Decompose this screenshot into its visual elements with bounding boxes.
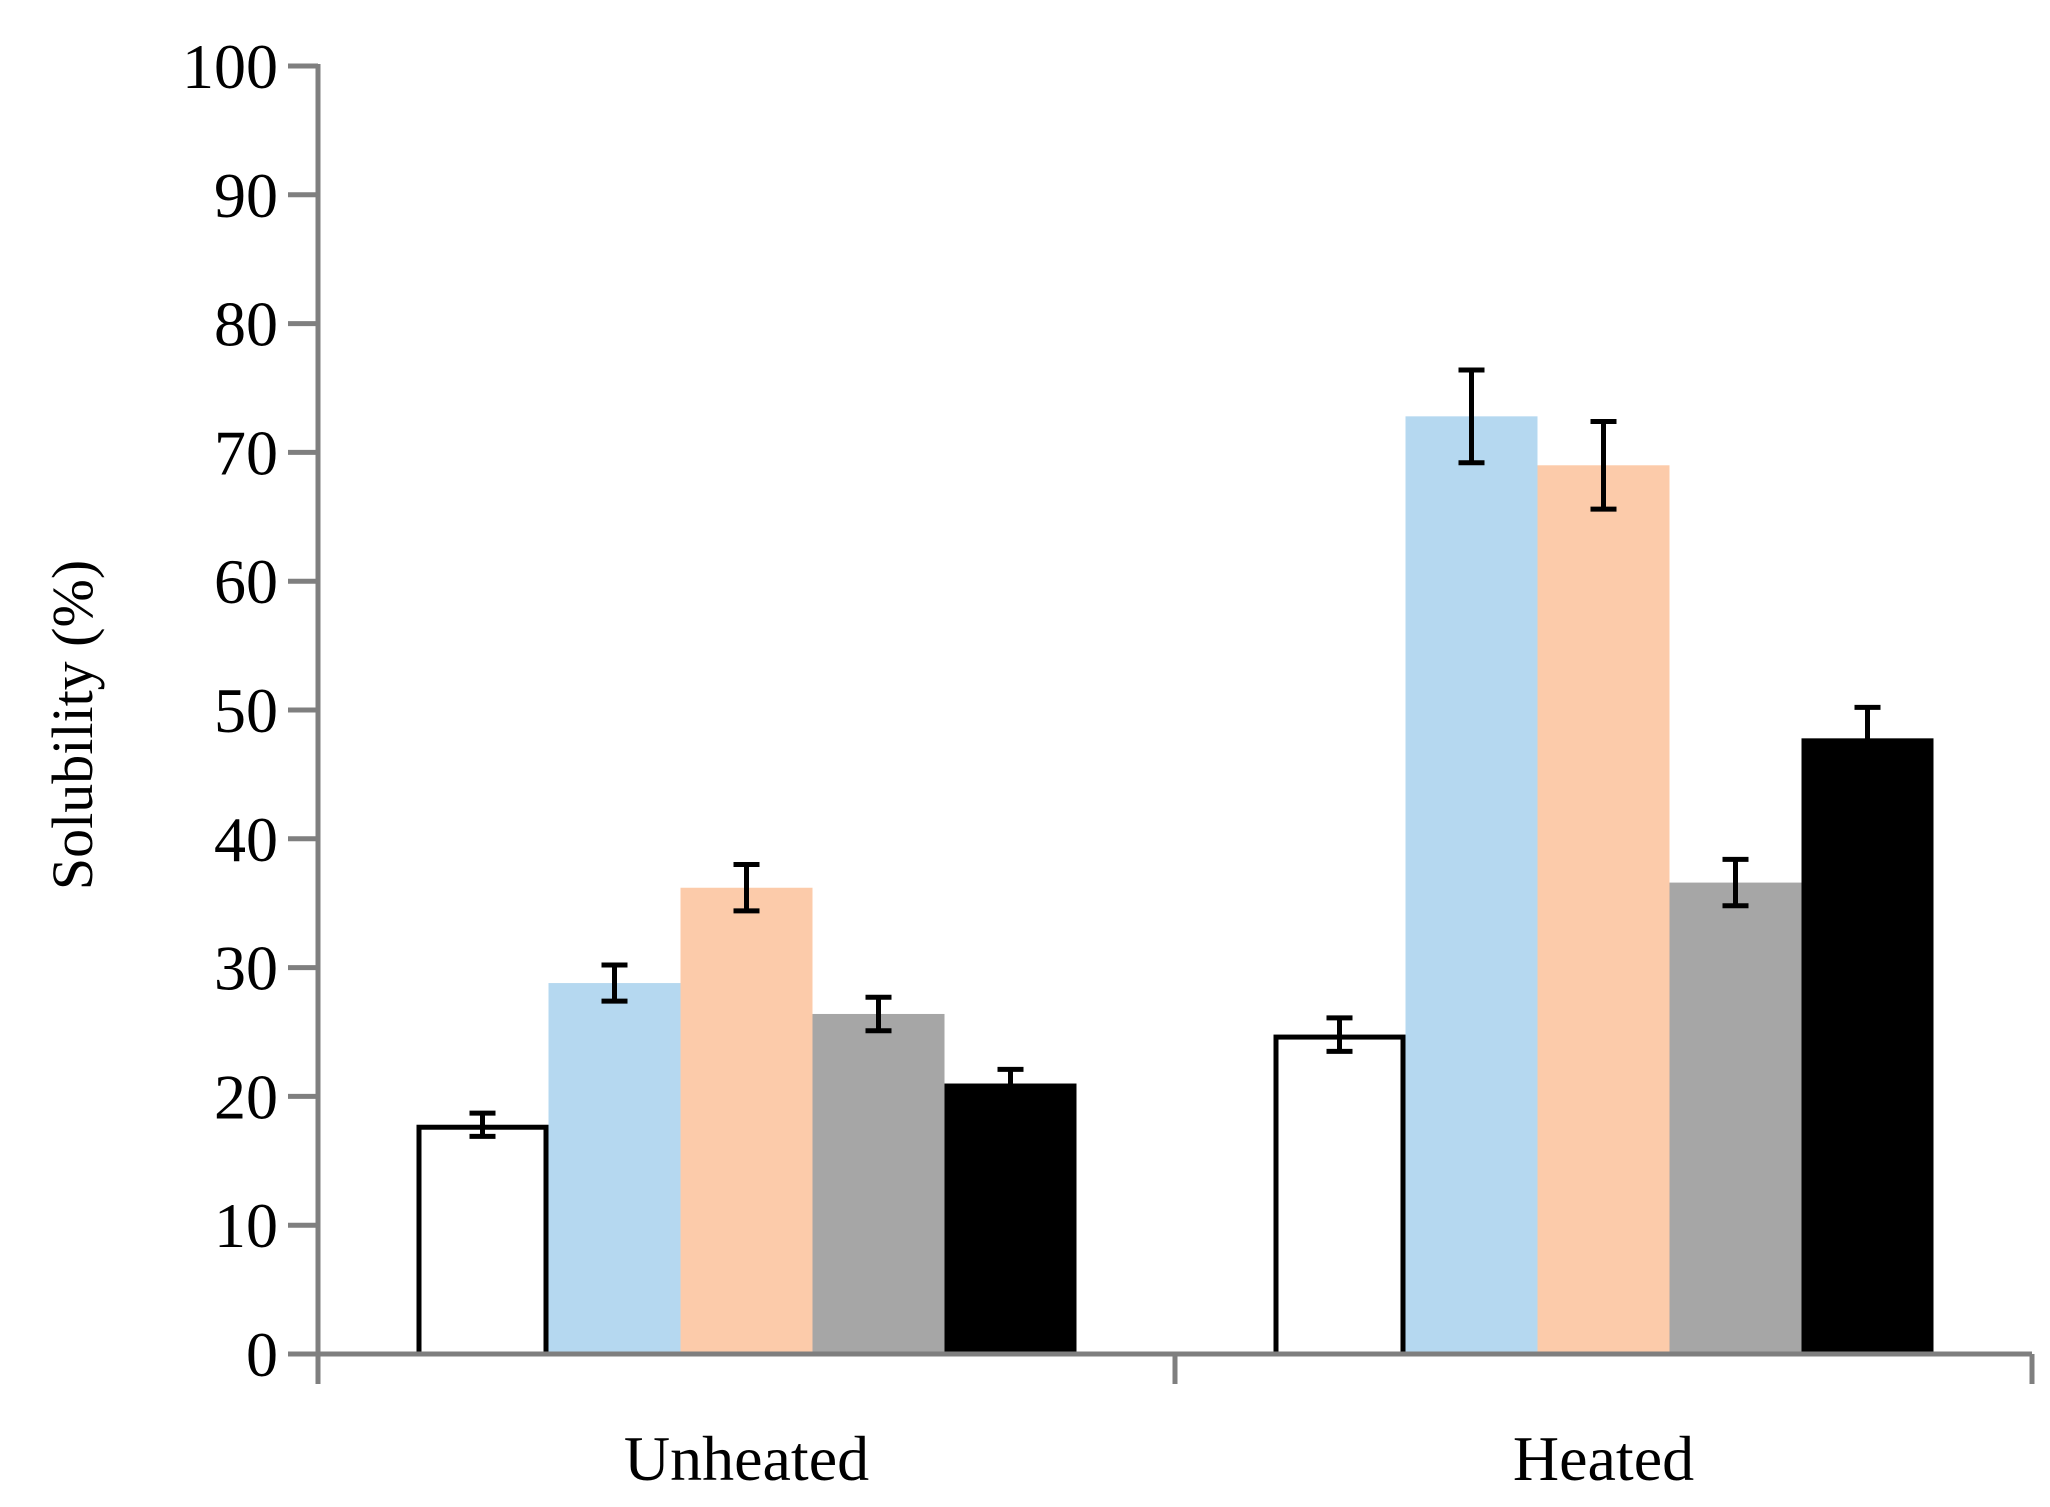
bar-heated-series-1 (1273, 1034, 1406, 1357)
y-axis-title: Solubility (%) (40, 560, 105, 890)
error-bars-group (469, 367, 1881, 1139)
bar-heated-series-5 (1801, 738, 1934, 1354)
y-tick-label-80: 80 (214, 289, 278, 360)
y-tick-label-90: 90 (214, 160, 278, 231)
bar-unheated-series-5 (944, 1083, 1077, 1354)
y-tick-label-20: 20 (214, 1061, 278, 1132)
axes-group (288, 63, 2035, 1384)
labels-group: Unheated Heated 0 10 20 30 40 50 60 70 80 90 100 (182, 31, 1694, 1494)
bar-unheated-series-3 (680, 887, 813, 1354)
y-tick-label-50: 50 (214, 675, 278, 746)
y-tick-label-30: 30 (214, 933, 278, 1004)
bar-heated-series-3 (1537, 465, 1670, 1354)
bar-unheated-series-4 (812, 1013, 945, 1354)
x-tick-label-heated: Heated (1513, 1423, 1694, 1494)
y-tick-label-40: 40 (214, 804, 278, 875)
y-tick-label-70: 70 (214, 417, 278, 488)
bar-unheated-series-1 (416, 1124, 549, 1357)
y-tick-label-60: 60 (214, 546, 278, 617)
y-tick-label-0: 0 (246, 1319, 278, 1390)
bar-unheated-series-2 (548, 983, 681, 1354)
x-tick-label-unheated: Unheated (624, 1423, 869, 1494)
bars-group (416, 416, 1934, 1357)
y-tick-label-100: 100 (182, 31, 278, 102)
bar-heated-series-4 (1669, 882, 1802, 1354)
y-tick-label-10: 10 (214, 1190, 278, 1261)
bar-heated-series-2 (1405, 416, 1538, 1354)
